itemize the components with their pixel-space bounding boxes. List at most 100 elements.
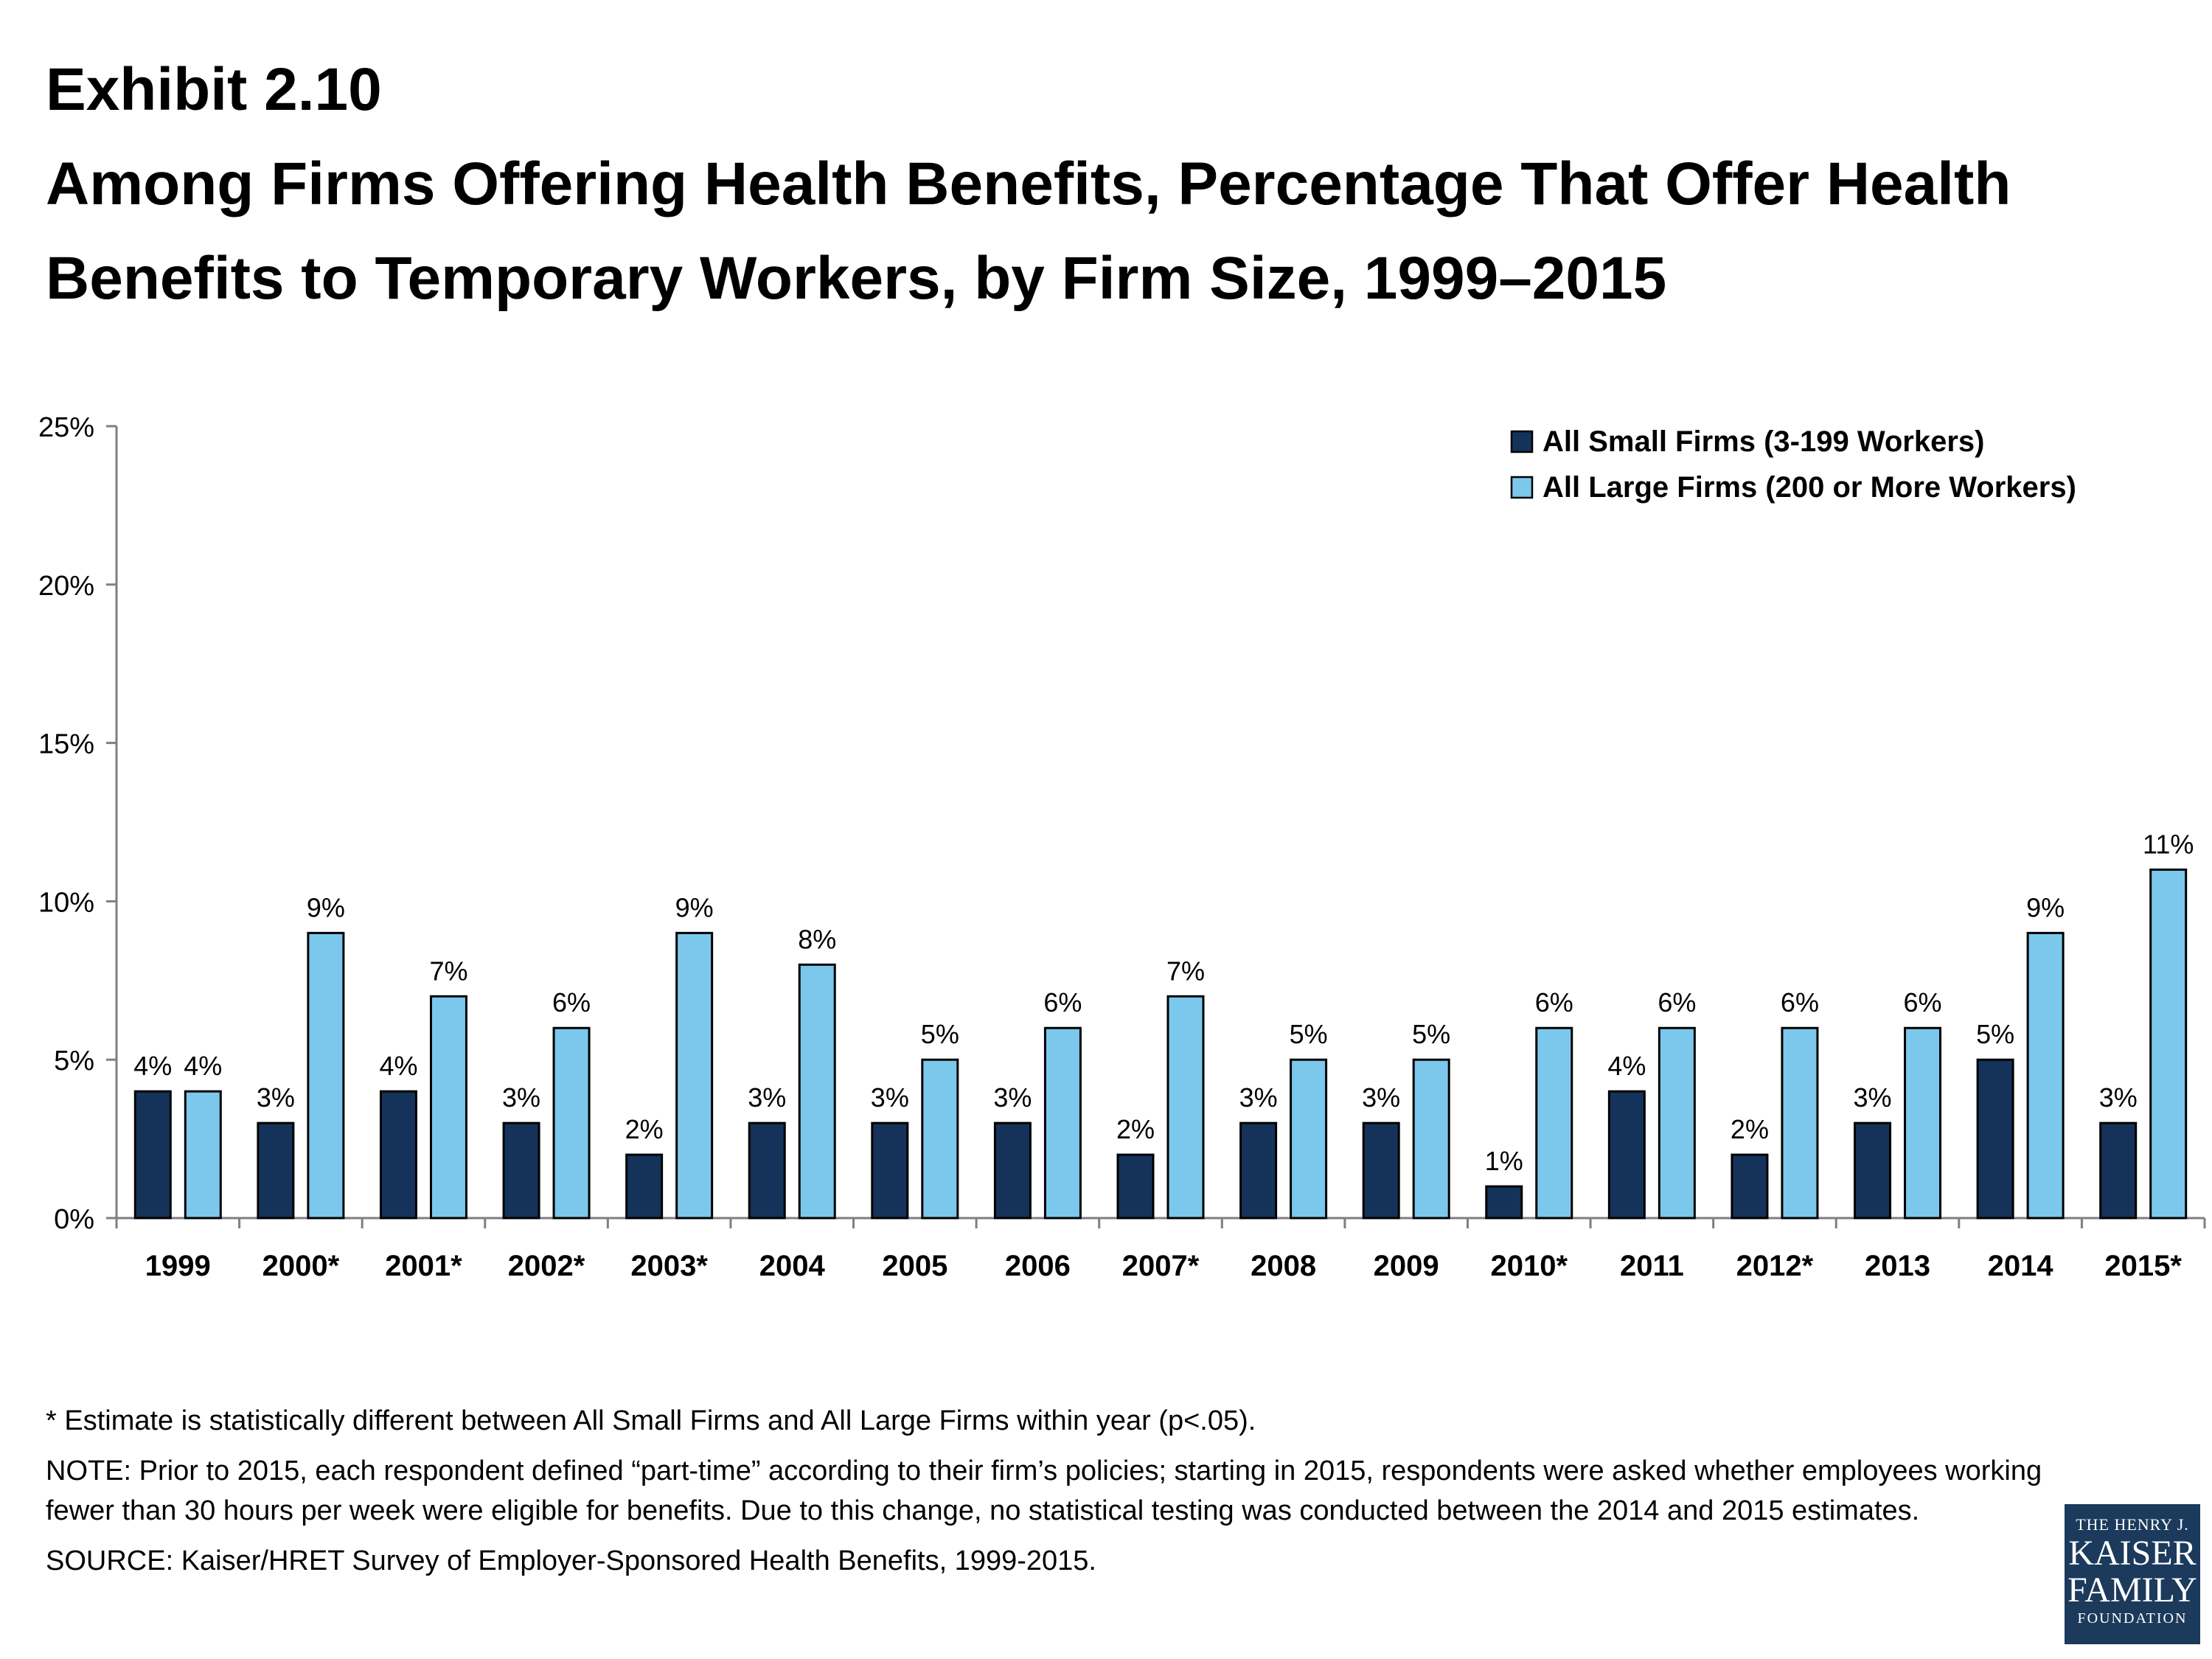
x-tick-label: 2004 [759, 1250, 826, 1282]
data-label: 7% [1166, 956, 1205, 986]
data-label: 3% [993, 1082, 1032, 1113]
x-tick-label: 2012* [1736, 1250, 1814, 1282]
y-tick-label: 25% [38, 412, 94, 443]
bar-large-firms [307, 931, 345, 1220]
footnotes: * Estimate is statistically different be… [46, 1401, 2051, 1591]
data-label: 2% [1116, 1114, 1155, 1144]
logo-line-4: FOUNDATION [2077, 1610, 2188, 1627]
bar-large-firms [1043, 1026, 1082, 1220]
y-tick-label: 0% [54, 1204, 94, 1235]
legend: All Small Firms (3-199 Workers) All Large… [1510, 425, 2076, 504]
x-tick-label: 2009 [1374, 1250, 1439, 1282]
y-tick-label: 5% [54, 1046, 94, 1077]
bar-large-firms [1290, 1058, 1328, 1220]
bar-large-firms [1658, 1026, 1696, 1220]
data-label: 9% [307, 892, 345, 922]
logo-line-2: KAISER [2068, 1534, 2197, 1573]
kff-logo: THE HENRY J. KAISER FAMILY FOUNDATION [2065, 1504, 2200, 1644]
data-label: 2% [1731, 1114, 1769, 1144]
data-label: 5% [1976, 1019, 2014, 1049]
data-label: 3% [257, 1082, 295, 1113]
data-label: 2% [625, 1114, 664, 1144]
bar-large-firms [1781, 1026, 1819, 1220]
x-tick-label: 2013 [1865, 1250, 1930, 1282]
legend-swatch-large-firms [1510, 476, 1534, 499]
data-label: 7% [429, 956, 467, 986]
data-label: 3% [748, 1082, 786, 1113]
x-tick-label: 2008 [1251, 1250, 1316, 1282]
data-label: 6% [1658, 987, 1696, 1018]
chart-title-line-2: Benefits to Temporary Workers, by Firm S… [46, 245, 1667, 312]
x-tick-label: 2002* [508, 1250, 585, 1282]
chart-header: Exhibit 2.10 Among Firms Offering Health… [46, 43, 2169, 326]
bar-large-firms [429, 995, 467, 1220]
x-tick-label: 2014 [1988, 1250, 2054, 1282]
bars-group: 4% 4% 3% 9% 4% 7% 3% 6% 2% 9% 3% 8% 3% 5% 3% 6% 2% 7% 3% 5%… [133, 829, 2194, 1220]
x-tick-label: 1999 [145, 1250, 211, 1282]
bar-large-firms [921, 1058, 959, 1220]
data-label: 6% [1781, 987, 1819, 1018]
data-label: 6% [552, 987, 591, 1018]
chart-title-line-1: Among Firms Offering Health Benefits, Pe… [46, 150, 2011, 218]
legend-swatch-small-firms [1510, 430, 1534, 453]
bar-large-firms [2026, 931, 2065, 1220]
bar-small-firms [748, 1121, 786, 1220]
x-tick-label: 2001* [385, 1250, 462, 1282]
bar-large-firms [184, 1090, 222, 1220]
bar-large-firms [675, 931, 714, 1220]
x-tick-label: 2005 [882, 1250, 947, 1282]
bar-small-firms [133, 1090, 172, 1220]
bar-large-firms [552, 1026, 591, 1220]
bar-small-firms [1362, 1121, 1400, 1220]
bar-small-firms [993, 1121, 1032, 1220]
data-label: 3% [1854, 1082, 1892, 1113]
x-tick-label: 2015* [2104, 1250, 2182, 1282]
data-label: 5% [1290, 1019, 1328, 1049]
bar-small-firms [1976, 1058, 2014, 1220]
legend-label-small-firms: All Small Firms (3-199 Workers) [1543, 425, 1985, 458]
data-label: 4% [379, 1051, 417, 1081]
asterisk-note: * Estimate is statistically different be… [46, 1405, 1256, 1436]
bar-large-firms [2149, 868, 2188, 1220]
bar-chart: 0% 5% 10% 15% 20% 25% 1999 2000* 2001* 2002* 2003… [38, 412, 2206, 1282]
bar-small-firms [379, 1090, 417, 1220]
data-label: 11% [2143, 829, 2194, 859]
bar-small-firms [1239, 1121, 1278, 1220]
exhibit-number: Exhibit 2.10 [46, 56, 382, 123]
data-label: 3% [1362, 1082, 1400, 1113]
data-label: 4% [133, 1051, 172, 1081]
bar-small-firms [2099, 1121, 2138, 1220]
data-label: 4% [184, 1051, 222, 1081]
bar-small-firms [1607, 1090, 1646, 1220]
data-label: 5% [1412, 1019, 1450, 1049]
x-tick-label: 2011 [1620, 1250, 1684, 1282]
data-label: 1% [1485, 1146, 1523, 1176]
source-note: SOURCE: Kaiser/HRET Survey of Employer-S… [46, 1545, 1096, 1576]
bar-small-firms [257, 1121, 295, 1220]
data-label: 3% [871, 1082, 909, 1113]
bar-large-firms [1166, 995, 1205, 1220]
y-tick-label: 15% [38, 729, 94, 760]
data-label: 4% [1607, 1051, 1646, 1081]
bar-small-firms [625, 1153, 664, 1220]
x-tick-label: 2000* [262, 1250, 340, 1282]
bar-large-firms [798, 963, 836, 1220]
legend-label-large-firms: All Large Firms (200 or More Workers) [1543, 471, 2076, 504]
bar-small-firms [871, 1121, 909, 1220]
data-label: 6% [1904, 987, 1942, 1018]
data-label: 6% [1043, 987, 1082, 1018]
data-label: 6% [1535, 987, 1573, 1018]
data-label: 3% [2099, 1082, 2138, 1113]
x-tick-label: 2003* [630, 1250, 708, 1282]
bar-large-firms [1412, 1058, 1450, 1220]
y-axis: 0% 5% 10% 15% 20% 25% [38, 412, 118, 1235]
data-label: 9% [675, 892, 714, 922]
data-label: 5% [921, 1019, 959, 1049]
bar-small-firms [1731, 1153, 1769, 1220]
methodology-note: NOTE: Prior to 2015, each respondent def… [46, 1455, 2042, 1526]
bar-large-firms [1904, 1026, 1942, 1220]
bar-small-firms [502, 1121, 540, 1220]
x-tick-label: 2007* [1122, 1250, 1200, 1282]
logo-line-1: THE HENRY J. [2076, 1515, 2189, 1534]
data-label: 3% [502, 1082, 540, 1113]
